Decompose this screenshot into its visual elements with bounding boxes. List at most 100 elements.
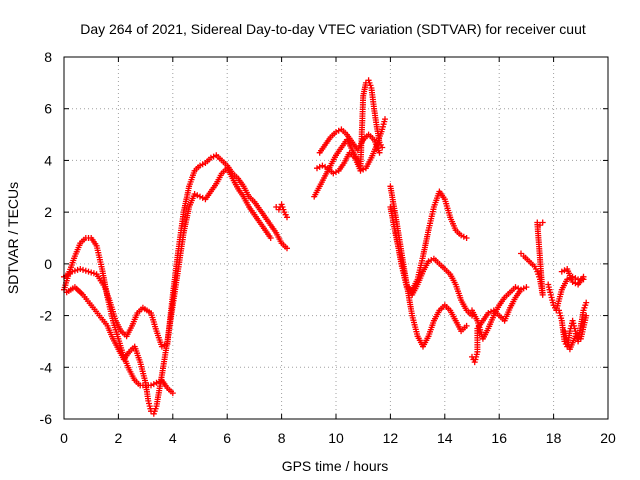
data-point <box>583 312 590 319</box>
data-point <box>441 266 452 276</box>
data-point <box>126 345 136 355</box>
data-point <box>338 126 349 136</box>
data-point <box>262 214 273 227</box>
data-point <box>420 260 431 275</box>
data-point <box>164 385 174 395</box>
y-tick-label: 8 <box>44 49 52 65</box>
data-point <box>96 312 109 327</box>
data-point <box>273 229 284 245</box>
data-point <box>365 77 374 89</box>
data-point <box>362 156 374 172</box>
data-point <box>403 284 413 292</box>
data-point <box>186 193 197 210</box>
data-point <box>275 204 284 213</box>
x-tick-label: 10 <box>328 430 344 446</box>
y-tick-label: 2 <box>44 204 52 220</box>
data-point <box>368 85 377 110</box>
data-point <box>175 232 187 272</box>
data-point <box>558 267 568 275</box>
data-point <box>197 193 206 201</box>
data-point <box>452 281 464 301</box>
data-point <box>330 169 339 177</box>
data-point <box>150 405 159 417</box>
data-point <box>572 333 582 341</box>
data-point <box>324 165 335 175</box>
plot-frame <box>63 56 609 420</box>
data-point <box>409 283 420 298</box>
data-point <box>126 366 137 382</box>
y-tick-label: -6 <box>40 411 53 427</box>
data-point <box>360 133 370 143</box>
data-point <box>120 350 131 363</box>
data-point <box>447 271 458 286</box>
data-point <box>131 343 143 363</box>
data-point <box>507 296 518 311</box>
data-point <box>343 131 354 144</box>
data-point <box>256 219 267 232</box>
data-point <box>256 206 267 219</box>
data-point <box>425 320 437 340</box>
data-point <box>569 279 579 287</box>
data-point <box>207 182 218 195</box>
data-point <box>447 214 458 232</box>
data-point <box>501 307 513 324</box>
data-point <box>186 170 197 190</box>
chart-title: Day 264 of 2021, Sidereal Day-to-day VTE… <box>80 21 586 37</box>
data-point <box>474 327 481 355</box>
data-point <box>278 240 289 250</box>
data-point <box>430 309 442 324</box>
data-point <box>180 206 192 236</box>
data-point <box>129 312 140 329</box>
data-point <box>346 149 357 160</box>
data-point <box>327 130 338 141</box>
data-point <box>112 317 123 332</box>
data-point <box>379 118 388 133</box>
x-tick-label: 14 <box>437 430 453 446</box>
data-point <box>558 278 570 293</box>
data-point <box>246 193 256 204</box>
data-point <box>316 143 327 156</box>
data-point <box>158 340 170 378</box>
data-point <box>463 322 470 329</box>
data-point <box>88 302 101 317</box>
data-point <box>284 214 290 221</box>
data-point <box>71 284 85 297</box>
data-point <box>564 266 575 283</box>
data-point <box>352 154 363 172</box>
data-point <box>284 245 290 252</box>
data-point <box>281 209 289 218</box>
x-tick-label: 0 <box>60 430 68 446</box>
data-point <box>164 304 176 345</box>
data-points <box>61 77 590 417</box>
data-point <box>556 307 565 322</box>
x-tick-label: 2 <box>115 430 123 446</box>
data-point <box>267 222 278 234</box>
y-tick-label: -4 <box>40 359 53 375</box>
data-point <box>319 162 329 170</box>
y-tick-label: 6 <box>44 101 52 117</box>
data-point <box>566 335 578 353</box>
data-point <box>452 227 463 237</box>
data-point <box>104 322 116 340</box>
data-point <box>479 327 491 342</box>
data-point <box>512 288 523 301</box>
data-point <box>458 232 467 240</box>
data-point <box>202 190 213 203</box>
data-point <box>469 353 477 363</box>
data-point <box>531 263 539 272</box>
data-point <box>343 136 355 151</box>
data-point <box>207 153 217 161</box>
data-point <box>569 317 578 332</box>
data-point <box>545 281 554 296</box>
data-point <box>441 196 453 219</box>
data-point <box>246 204 256 216</box>
data-point <box>550 302 558 311</box>
data-point <box>240 183 251 198</box>
data-point <box>101 284 113 304</box>
data-point <box>501 291 512 301</box>
grid <box>64 57 608 419</box>
data-point <box>485 314 496 332</box>
data-point <box>63 285 76 296</box>
data-point <box>139 304 152 315</box>
data-point <box>534 268 543 280</box>
